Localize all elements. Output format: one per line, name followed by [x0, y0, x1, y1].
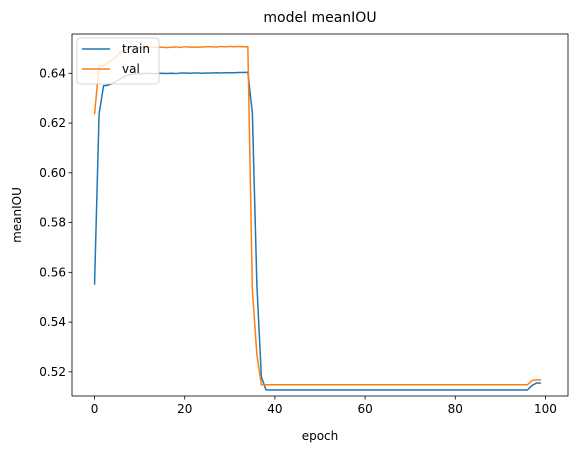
y-tick-label: 0.64 [39, 66, 66, 80]
x-tick-label: 80 [448, 402, 463, 416]
x-tick-label: 40 [267, 402, 282, 416]
y-tick-label: 0.54 [39, 315, 66, 329]
x-tick-label: 60 [357, 402, 372, 416]
x-tick-label: 0 [91, 402, 99, 416]
y-tick-label: 0.62 [39, 116, 66, 130]
legend-label-val: val [122, 62, 140, 76]
y-tick-label: 0.58 [39, 216, 66, 230]
x-axis-label: epoch [302, 429, 339, 443]
y-tick-label: 0.52 [39, 365, 66, 379]
series-line-train [93, 71, 541, 391]
y-axis-ticks: 0.52 0.54 0.56 0.58 0.60 0.62 0.64 [39, 66, 72, 379]
series-layer [93, 45, 541, 391]
y-tick-label: 0.56 [39, 265, 66, 279]
legend-label-train: train [122, 42, 150, 56]
y-axis-label: meanIOU [10, 187, 24, 243]
x-tick-label: 100 [534, 402, 557, 416]
legend: train val [76, 37, 160, 85]
plot-frame [71, 33, 569, 397]
x-axis-ticks: 0 20 40 60 80 100 [91, 396, 557, 416]
plot-area [72, 34, 568, 396]
series-line-val [93, 45, 541, 386]
y-tick-label: 0.60 [39, 166, 66, 180]
chart-title: model meanIOU [263, 10, 376, 26]
x-tick-label: 20 [177, 402, 192, 416]
